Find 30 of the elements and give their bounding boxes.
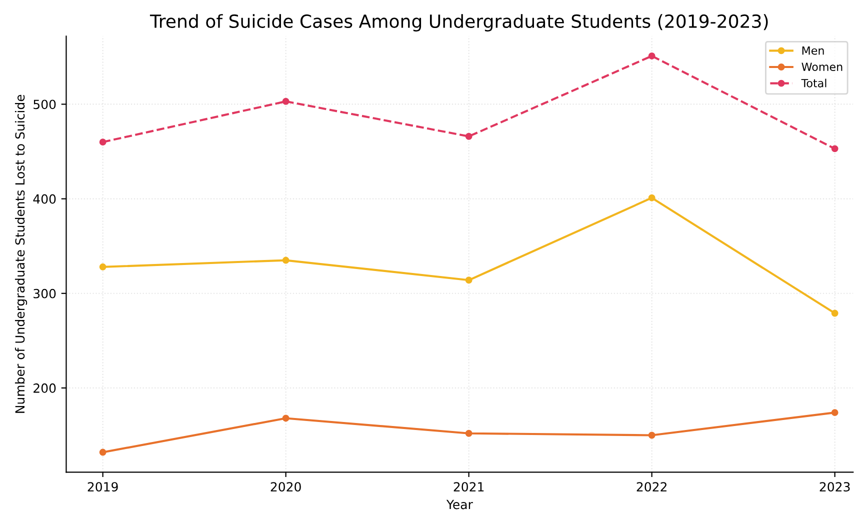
x-axis-title: Year [446,500,473,510]
x-tick-label: 2021 [454,482,484,492]
x-tick-label: 2023 [820,482,850,492]
x-tick-label: 2022 [636,482,666,492]
point [99,448,106,456]
y-tick-label: 500 [34,100,56,110]
point [282,256,290,264]
point [831,145,838,152]
point [831,409,838,416]
y-tick-label: 300 [34,288,56,298]
point [282,98,290,105]
point [99,263,106,270]
point [99,138,106,146]
legend-label: Men [802,46,824,55]
x-tick-label: 2019 [88,482,118,492]
chart-title: Trend of Suicide Cases Among Undergraduate Students (2019-2023) [150,14,768,32]
legend-label: Total [801,78,826,88]
legend-label: Women [802,62,842,72]
point [465,276,472,284]
x-tick-label: 2020 [270,482,301,492]
point [648,194,656,202]
point [282,414,290,422]
y-tick-label: 400 [33,194,56,204]
y-tick-label: 200 [34,383,56,393]
point [648,52,656,60]
point [465,430,472,437]
point [831,310,838,317]
point [465,132,472,140]
y-axis-title: Number of Undergraduate Students Lost to Suicide [14,94,28,413]
point [648,432,656,439]
